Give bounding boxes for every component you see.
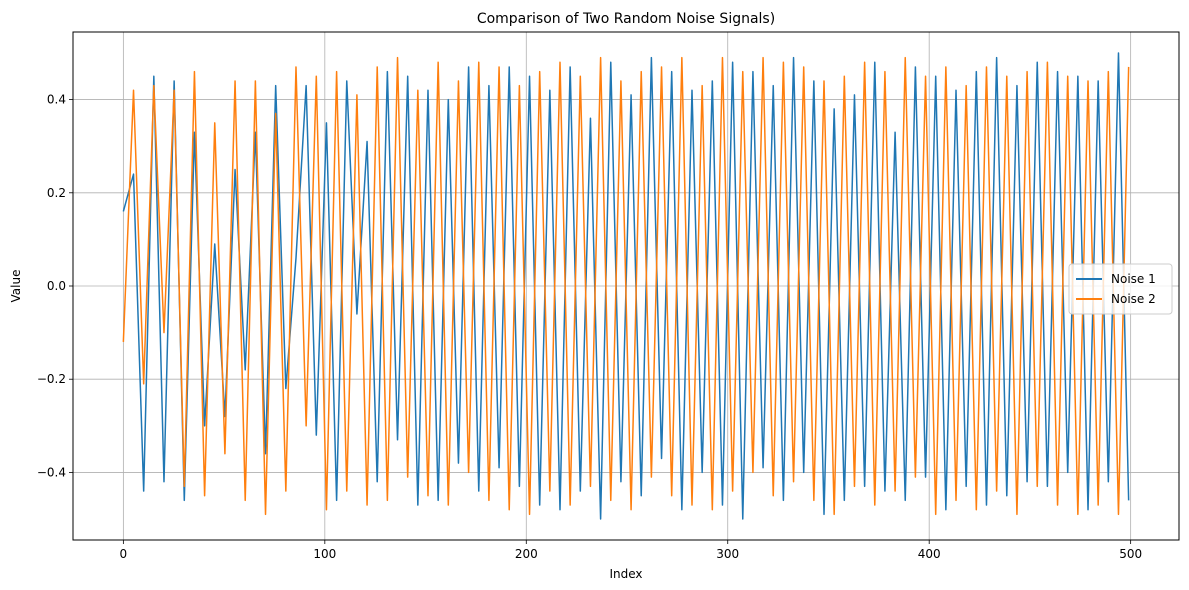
y-axis-label: Value xyxy=(9,270,23,303)
legend-box xyxy=(1068,263,1173,315)
x-tick-label: 400 xyxy=(918,547,941,561)
y-tick-label: −0.4 xyxy=(37,465,66,479)
legend: Noise 1 Noise 2 xyxy=(1068,263,1173,315)
x-tick-label: 0 xyxy=(120,547,128,561)
x-tick-label: 300 xyxy=(716,547,739,561)
x-tick-label: 500 xyxy=(1119,547,1142,561)
legend-label-noise-1: Noise 1 xyxy=(1111,272,1156,286)
x-axis-label: Index xyxy=(609,567,642,581)
x-tick-label: 200 xyxy=(515,547,538,561)
y-tick-label: 0.0 xyxy=(47,279,66,293)
series-line-2 xyxy=(122,56,1130,516)
grid-layer xyxy=(73,32,1179,540)
x-tick-label: 100 xyxy=(313,547,336,561)
chart-title: Comparison of Two Random Noise Signals) xyxy=(477,11,775,27)
legend-label-noise-2: Noise 2 xyxy=(1111,292,1156,306)
y-tick-label: −0.2 xyxy=(37,372,66,386)
series-layer xyxy=(122,52,1130,520)
y-tick-label: 0.2 xyxy=(47,186,66,200)
tick-layer: 0 100 200 300 400 500 −0.4 −0.2 0.0 0.2 0.4 xyxy=(37,93,1142,561)
y-tick-label: 0.4 xyxy=(47,93,66,107)
